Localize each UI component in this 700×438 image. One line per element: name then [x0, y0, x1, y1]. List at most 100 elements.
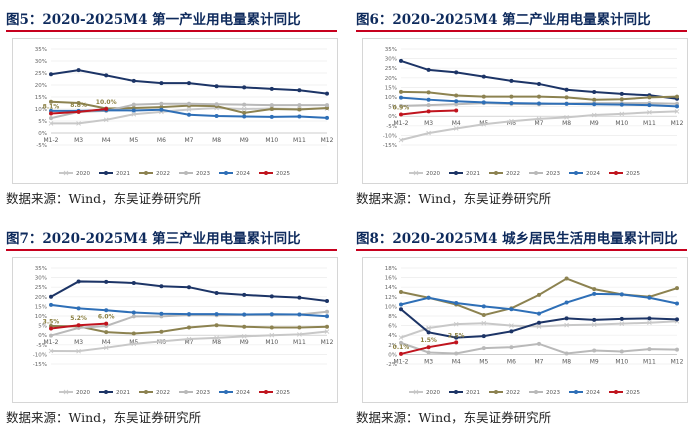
series-2021-point	[509, 329, 514, 334]
series-2021-point	[619, 91, 624, 96]
x-tick-label: M10	[265, 339, 278, 346]
x-tick-label: M1-2	[394, 358, 409, 365]
series-2021-point	[159, 81, 164, 86]
legend-label: 2023	[546, 390, 560, 396]
x-tick-label: M3	[74, 339, 83, 346]
series-2022-point	[131, 331, 136, 336]
y-tick-label: 30%	[35, 276, 47, 282]
x-tick-label: M1-2	[44, 339, 59, 346]
series-2021-point	[564, 316, 569, 321]
series-2021-point	[214, 290, 219, 295]
series-2023-point	[564, 351, 569, 356]
series-2022-point	[242, 324, 247, 329]
series-2024-point	[426, 295, 431, 300]
series-2021-point	[104, 73, 109, 78]
chart-panel-1: 图5：2020-2025M4 第一产业用电量累计同比 -5% 0% 5% 10% 15%…	[0, 0, 343, 219]
series-2024-point	[214, 312, 219, 317]
series-2021-point	[131, 280, 136, 285]
y-tick-label: -15%	[383, 143, 397, 149]
source-note: 数据来源：Wind，东吴证券研究所	[6, 191, 202, 206]
x-tick-label: M9	[590, 358, 599, 365]
series-2025-point	[49, 111, 53, 116]
series-2025-point	[76, 323, 81, 328]
legend-label: 2020	[426, 390, 440, 396]
legend-label: 2025	[276, 390, 290, 396]
y-tick-label: 35%	[385, 47, 397, 53]
y-tick-label: 2%	[388, 343, 397, 349]
series-2020-point	[48, 348, 54, 354]
x-tick-label: M9	[240, 339, 249, 346]
series-2020-point	[647, 320, 652, 326]
x-tick-label: M12	[321, 339, 334, 346]
y-tick-label: -15%	[33, 362, 47, 368]
series-2025-point	[104, 321, 109, 326]
series-2024-point	[399, 95, 403, 100]
series-2024-point	[675, 301, 679, 306]
series-2024-point	[131, 108, 136, 113]
series-2022-point	[49, 99, 53, 104]
y-tick-label: 10%	[35, 314, 47, 320]
series-2021-point	[647, 316, 652, 321]
series-2020-point	[159, 339, 164, 344]
legend-marker	[413, 389, 419, 395]
series-2025-point	[399, 112, 403, 117]
series-2023-point	[454, 102, 459, 107]
legend-marker	[264, 390, 268, 394]
series-2024-point	[509, 307, 514, 312]
series-2023-point	[619, 349, 624, 354]
series-2021-point	[537, 81, 541, 86]
series-2021-point	[426, 330, 431, 335]
series-2022-point	[481, 94, 486, 99]
legend-marker	[224, 390, 228, 394]
x-tick-label: M5	[129, 339, 138, 346]
series-2020-point	[426, 130, 431, 136]
series-2023-point	[481, 346, 486, 351]
legend-marker	[574, 171, 578, 175]
series-2022-point	[187, 325, 191, 330]
y-tick-label: -2%	[386, 362, 397, 368]
y-tick-label: 20%	[35, 295, 47, 301]
series-2024-point	[481, 304, 486, 309]
series-2022-point	[159, 329, 164, 334]
series-2020-point	[269, 332, 275, 338]
y-tick-label: 14%	[385, 285, 397, 291]
series-2025-point	[104, 107, 109, 111]
x-tick-label: M11	[643, 358, 656, 365]
series-2023-point	[592, 348, 597, 353]
series-2020-point	[453, 126, 459, 131]
legend-marker	[494, 171, 498, 175]
x-tick-label: M11	[293, 137, 306, 144]
y-tick-label: -5%	[36, 143, 47, 149]
legend-marker	[184, 171, 188, 175]
series-2020-point	[76, 348, 81, 354]
y-tick-label: 5%	[38, 324, 47, 330]
chart-title: 图6：2020-2025M4 第二产业用电量累计同比	[356, 12, 651, 28]
series-2022-point	[399, 89, 403, 94]
x-tick-label: M7	[185, 137, 194, 144]
x-tick-label: M11	[293, 339, 306, 346]
series-2022-point	[104, 330, 109, 335]
series-2022-point	[509, 94, 514, 99]
series-2021-point	[49, 72, 53, 77]
chart-panel-2: 图6：2020-2025M4 第二产业用电量累计同比 -15% -10% -5% 0%…	[350, 0, 693, 219]
series-2021-point	[76, 279, 81, 284]
series-2024-point	[187, 112, 191, 117]
series-2021-point	[399, 58, 403, 63]
y-tick-label: -10%	[33, 352, 47, 358]
series-2020-point	[481, 320, 487, 326]
series-2024-point	[509, 101, 514, 106]
series-2021-point	[242, 85, 247, 90]
y-tick-label: 12%	[385, 295, 397, 301]
series-2020-point	[481, 121, 487, 127]
legend-marker	[534, 390, 538, 394]
legend-label: 2025	[626, 390, 640, 396]
series-2021-point	[537, 320, 541, 325]
series-2024-point	[592, 291, 597, 296]
x-tick-label: M9	[590, 120, 599, 127]
data-label: 0.1%	[393, 344, 410, 351]
series-2022-point	[76, 101, 81, 105]
series-2020-point	[76, 121, 81, 126]
data-label: 1.5%	[420, 337, 437, 344]
y-tick-label: 10%	[385, 95, 397, 101]
title-divider	[6, 30, 337, 32]
